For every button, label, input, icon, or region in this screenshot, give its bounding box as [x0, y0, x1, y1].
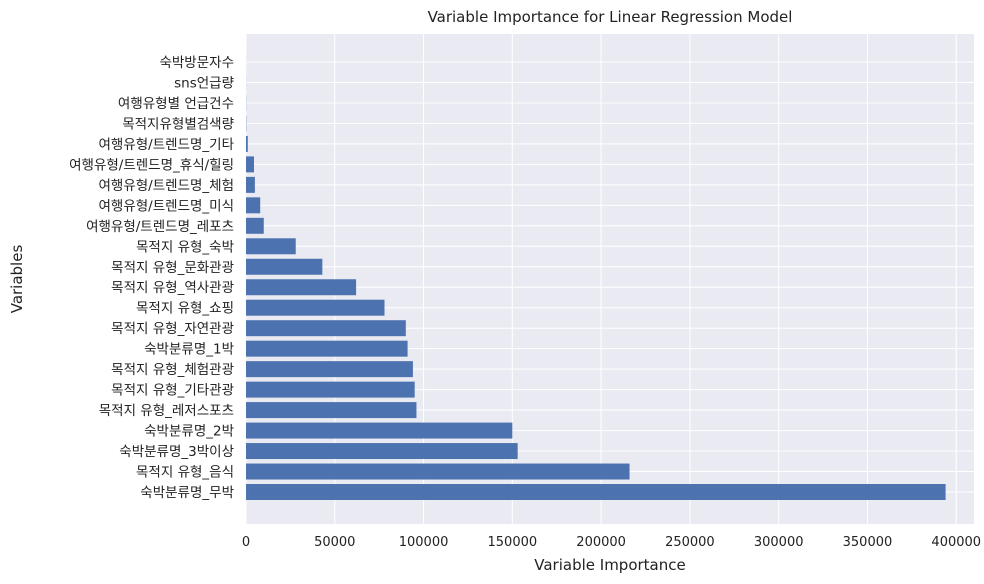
y-tick-label: sns언급량: [174, 75, 234, 91]
bar-17: [246, 135, 248, 152]
chart-title: Variable Importance for Linear Regressio…: [428, 8, 793, 26]
x-axis-title: Variable Importance: [534, 556, 685, 574]
bar-10: [246, 279, 357, 296]
y-tick-label: 여행유형/트렌드명_휴식/힐링: [69, 157, 234, 173]
y-tick-label: 목적지 유형_기타관광: [111, 383, 234, 399]
x-tick-label: 200000: [576, 535, 626, 550]
bar-4: [246, 402, 417, 419]
bar-7: [246, 340, 408, 357]
y-tick-label: 여행유형별 언급건수: [118, 96, 234, 112]
y-tick-label: 숙박분류명_2박: [144, 424, 234, 440]
bar-1: [246, 463, 630, 480]
y-axis-title: Variables: [8, 245, 26, 314]
bar-9: [246, 299, 385, 316]
y-tick-label: 목적지 유형_숙박: [136, 239, 234, 255]
y-tick-label: 목적지 유형_음식: [136, 465, 234, 481]
y-tick-labels: 숙박분류명_무박 목적지 유형_음식 숙박분류명_3박이상 숙박분류명_2박 목적지 유…: [69, 55, 234, 501]
y-tick-label: 목적지 유형_체험관광: [111, 362, 234, 378]
y-tick-label: 목적지 유형_역사관광: [111, 280, 234, 296]
x-tick-label: 50000: [314, 535, 355, 550]
bar-0: [246, 484, 946, 500]
y-tick-label: 여행유형/트렌드명_레포츠: [86, 219, 234, 235]
x-tick-label: 400000: [931, 535, 981, 550]
plot-background: [246, 34, 974, 524]
x-tick-label: 300000: [754, 535, 804, 550]
y-tick-label: 숙박방문자수: [159, 55, 234, 71]
x-tick-label: 100000: [399, 535, 449, 550]
bar-14: [246, 197, 261, 214]
bar-2: [246, 443, 518, 460]
y-tick-label: 숙박분류명_무박: [140, 485, 234, 501]
x-tick-labels: 0 50000 100000 150000 200000 250000 300000 3500…: [242, 535, 981, 550]
y-tick-label: 숙박분류명_1박: [144, 342, 234, 358]
bar-16: [246, 156, 254, 173]
bar-8: [246, 320, 406, 337]
x-tick-label: 0: [242, 535, 250, 550]
x-tick-label: 350000: [843, 535, 893, 550]
y-tick-label: 목적지 유형_레저스포츠: [99, 403, 234, 419]
bar-5: [246, 381, 415, 398]
x-tick-label: 250000: [665, 535, 715, 550]
y-tick-label: 여행유형/트렌드명_체험: [99, 178, 235, 194]
bars: [246, 54, 946, 500]
bar-3: [246, 422, 513, 439]
y-tick-label: 목적지 유형_쇼핑: [136, 301, 234, 317]
y-tick-label: 숙박분류명_3박이상: [119, 444, 234, 460]
bar-11: [246, 258, 323, 275]
y-tick-label: 여행유형/트렌드명_미식: [99, 198, 235, 214]
bar-13: [246, 217, 264, 234]
y-tick-label: 목적지 유형_자연관광: [111, 321, 234, 337]
x-tick-label: 150000: [488, 535, 538, 550]
bar-15: [246, 176, 255, 193]
y-tick-label: 여행유형/트렌드명_기타: [99, 137, 235, 153]
bar-6: [246, 361, 413, 378]
bar-12: [246, 238, 296, 255]
y-tick-label: 목적지 유형_문화관광: [111, 260, 234, 276]
y-tick-label: 목적지유형별검색량: [122, 116, 234, 132]
